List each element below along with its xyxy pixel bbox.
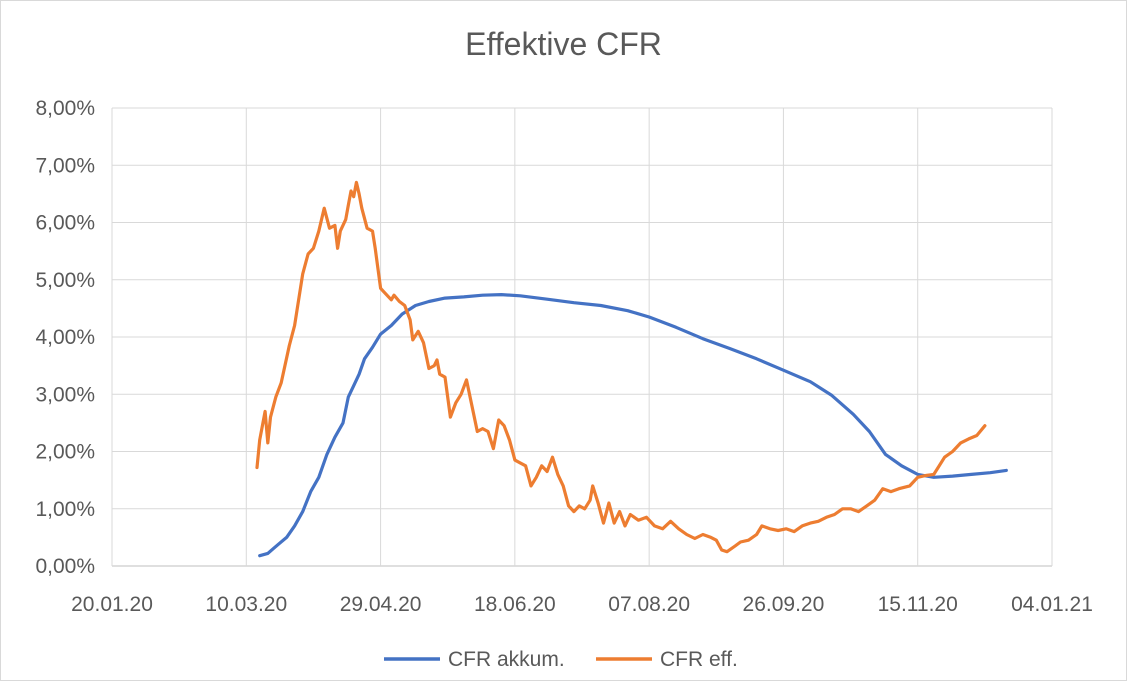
y-axis-tick-labels: 0,00% 1,00% 2,00% 3,00% 4,00% 5,00% 6,00% 7,00%… <box>35 97 95 578</box>
y-tick-label: 2,00% <box>35 441 95 464</box>
x-tick-label: 29.04.20 <box>340 593 422 616</box>
legend: CFR akkum. CFR eff. <box>384 648 738 671</box>
chart-title: Effektive CFR <box>465 26 662 62</box>
legend-label-1: CFR akkum. <box>448 648 565 671</box>
y-tick-label: 7,00% <box>35 154 95 177</box>
y-tick-label: 4,00% <box>35 326 95 349</box>
x-tick-label: 20.01.20 <box>71 593 153 616</box>
x-axis-tick-labels: 20.01.20 10.03.20 29.04.20 18.06.20 07.08.20… <box>71 593 1093 616</box>
series-line-1 <box>258 293 1008 558</box>
x-tick-label: 10.03.20 <box>205 593 287 616</box>
legend-label-2: CFR eff. <box>660 648 738 671</box>
y-tick-label: 3,00% <box>35 383 95 406</box>
grid-lines <box>111 107 1053 567</box>
x-tick-label: 04.01.21 <box>1011 593 1093 616</box>
x-tick-label: 18.06.20 <box>474 593 556 616</box>
x-tick-label: 15.11.20 <box>878 593 958 616</box>
x-tick-label: 26.09.20 <box>743 593 825 616</box>
series-line-2 <box>255 180 987 554</box>
series-lines <box>255 180 1008 558</box>
y-tick-label: 1,00% <box>35 498 95 521</box>
x-tick-label: 07.08.20 <box>608 593 690 616</box>
y-tick-label: 0,00% <box>35 555 95 578</box>
y-tick-label: 6,00% <box>35 212 95 235</box>
y-tick-label: 5,00% <box>35 269 95 292</box>
y-tick-label: 8,00% <box>35 97 95 120</box>
